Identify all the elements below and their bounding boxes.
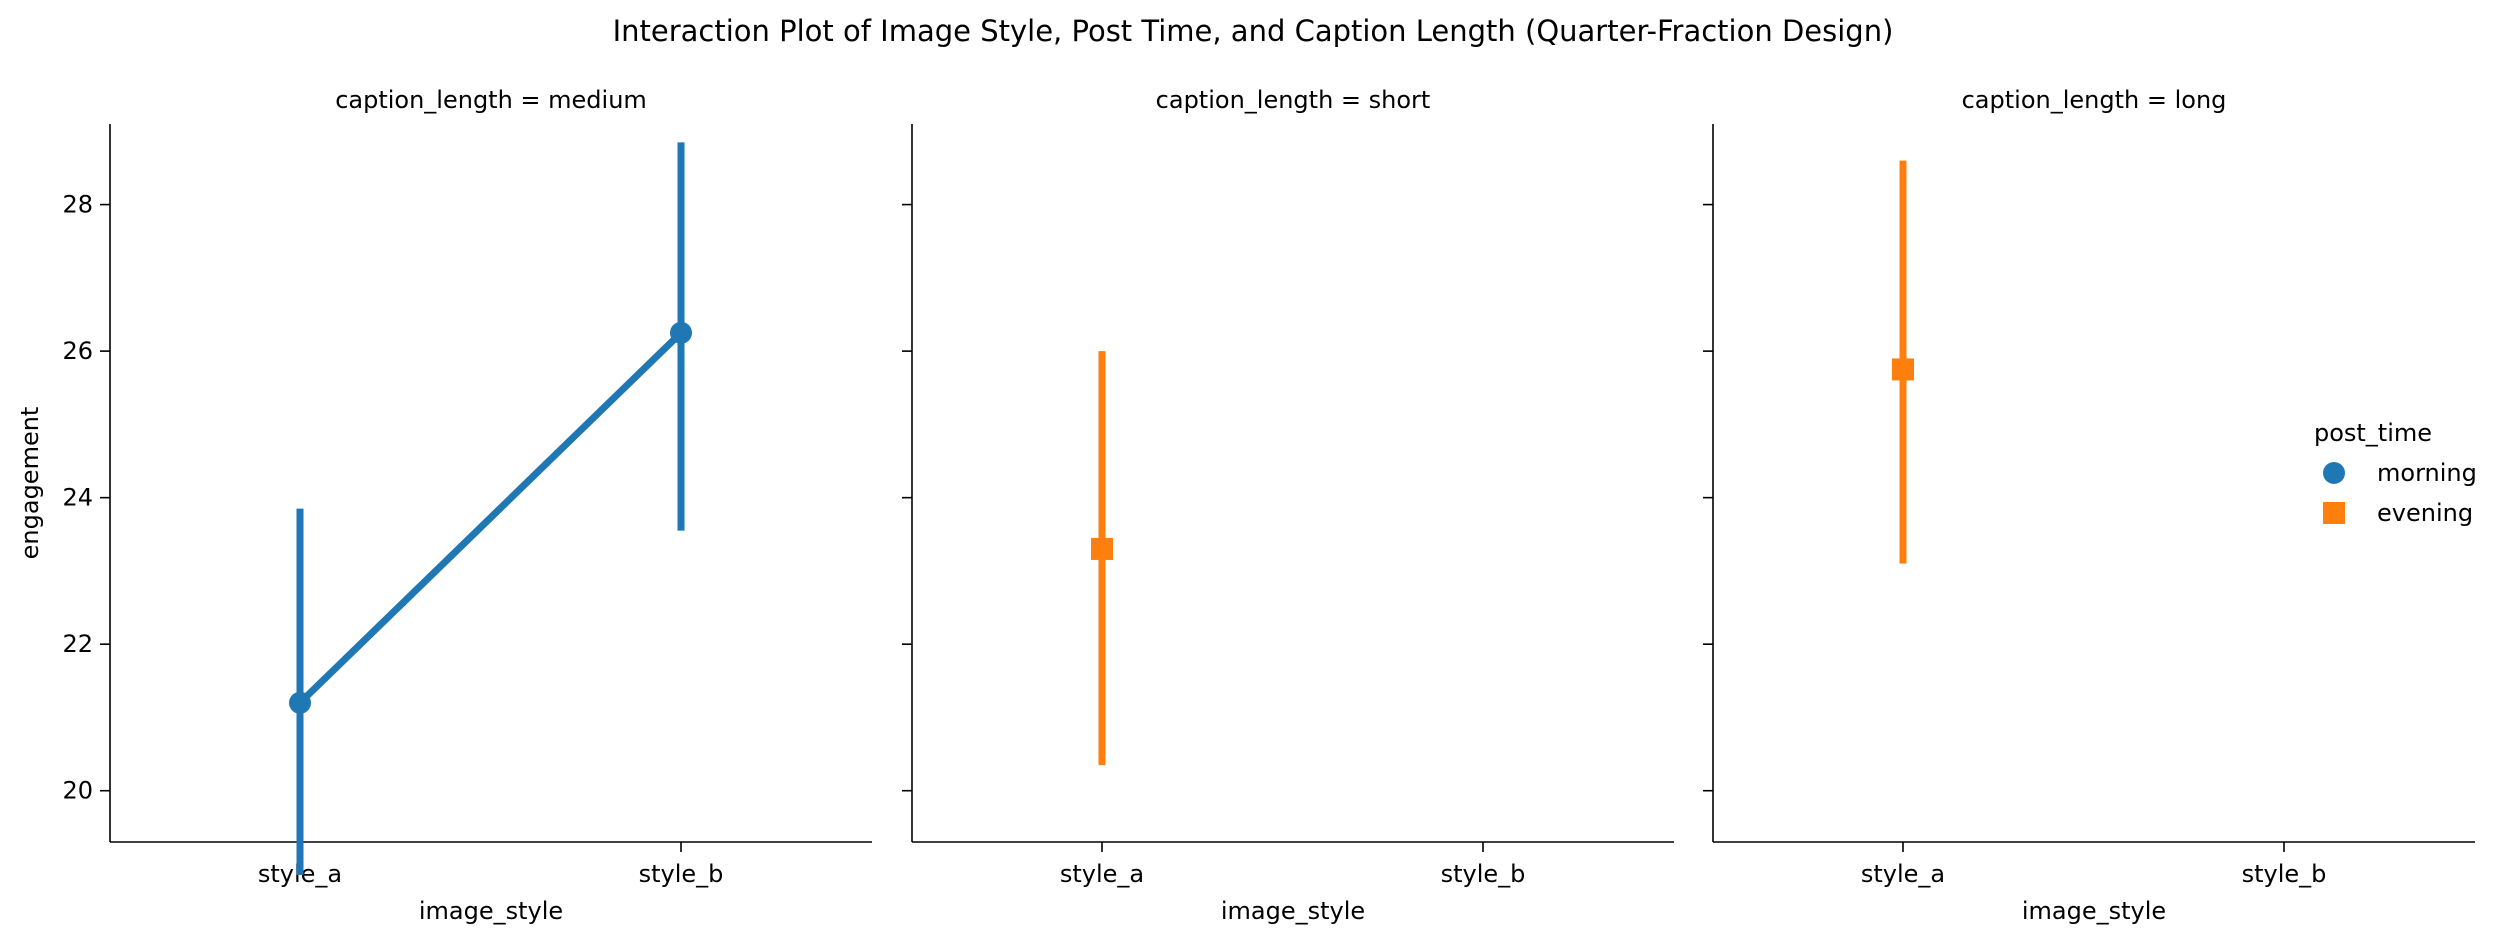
panels: caption_length = medium 20 22 24 26 28 style_a… — [16, 86, 2475, 925]
legend-marker — [2323, 462, 2345, 484]
panel-title: caption_length = short — [1156, 86, 1431, 114]
x-tick-label: style_a — [1861, 860, 1945, 888]
panel-title: caption_length = medium — [335, 86, 647, 114]
x-axis-label: image_style — [2022, 897, 2166, 925]
y-tick-label: 26 — [62, 337, 93, 365]
panel-3: caption_length = long style_a style_bimage… — [1703, 86, 2475, 925]
legend-label: evening — [2377, 499, 2473, 527]
panel-title: caption_length = long — [1962, 86, 2227, 114]
chart-title: Interaction Plot of Image Style, Post Ti… — [613, 14, 1894, 48]
x-axis-label: image_style — [1221, 897, 1365, 925]
legend-label: morning — [2377, 459, 2477, 487]
y-tick-label: 20 — [62, 777, 93, 805]
x-tick-label: style_a — [1060, 860, 1144, 888]
series-line-morning — [297, 330, 684, 706]
y-tick-label: 28 — [62, 191, 93, 219]
panel-1: caption_length = medium2022242628style_a… — [16, 86, 872, 925]
y-axis-label: engagement — [16, 407, 44, 560]
data-point — [289, 691, 311, 714]
x-axis-label: image_style — [419, 897, 563, 925]
data-point — [1892, 358, 1914, 381]
legend-item-morning: morning — [2323, 459, 2477, 487]
x-tick-label: style_b — [1441, 860, 1526, 888]
x-tick-label: style_b — [2242, 860, 2327, 888]
y-tick-label: 24 — [62, 484, 93, 512]
panel-2: caption_length = short style_a style_bimag… — [902, 86, 1674, 925]
data-point — [670, 321, 692, 344]
data-point — [1091, 537, 1113, 560]
legend-title: post_time — [2314, 419, 2432, 447]
x-tick-label: style_b — [639, 860, 724, 888]
y-tick-label: 22 — [62, 630, 93, 658]
legend-item-evening: evening — [2323, 499, 2473, 527]
legend-marker — [2323, 502, 2345, 524]
